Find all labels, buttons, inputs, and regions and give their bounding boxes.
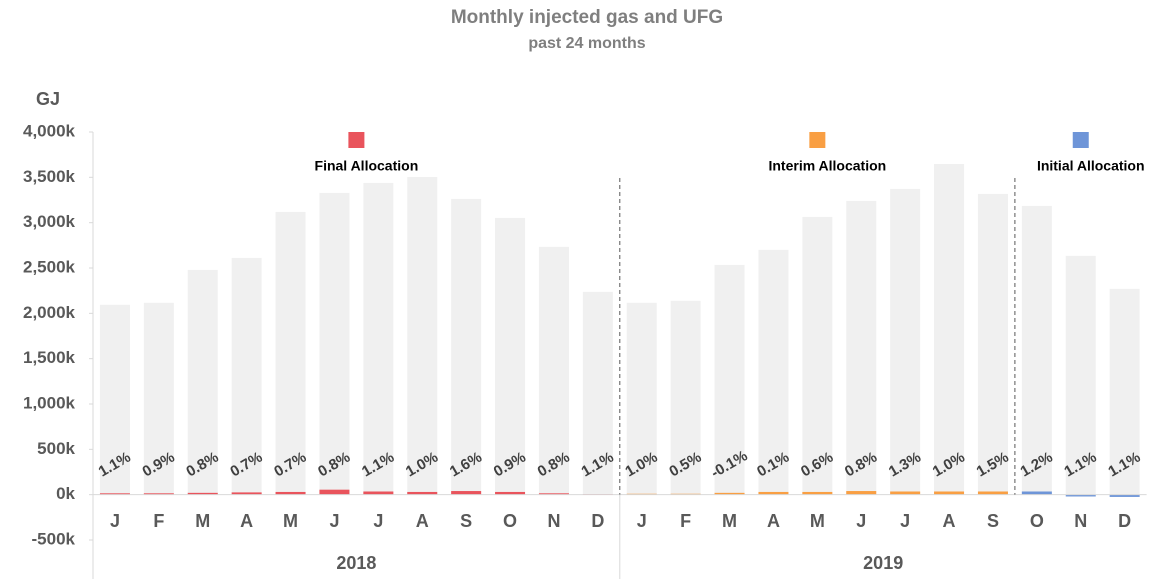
legend-marker bbox=[348, 132, 365, 148]
ufg-bar bbox=[363, 491, 394, 495]
ufg-bar bbox=[187, 492, 218, 495]
x-tick-label: D bbox=[591, 511, 604, 531]
y-tick-label: -500k bbox=[32, 529, 76, 548]
ufg-bar bbox=[407, 491, 438, 495]
injected-bar bbox=[802, 216, 833, 495]
injected-bar bbox=[1065, 255, 1096, 495]
injected-bar bbox=[582, 291, 613, 495]
x-tick-label: M bbox=[810, 511, 825, 531]
x-tick-label: N bbox=[547, 511, 560, 531]
ufg-bar bbox=[714, 492, 745, 495]
x-tick-label: O bbox=[1030, 511, 1044, 531]
x-tick-label: J bbox=[110, 511, 120, 531]
injected-bar bbox=[143, 302, 174, 495]
x-tick-label: A bbox=[240, 511, 253, 531]
legend-label: Interim Allocation bbox=[768, 158, 886, 174]
injected-bar bbox=[1109, 288, 1140, 495]
injected-bar bbox=[714, 264, 745, 495]
x-tick-label: M bbox=[195, 511, 210, 531]
y-axis-label: GJ bbox=[36, 89, 60, 109]
ufg-bar bbox=[99, 493, 130, 495]
injected-bar bbox=[934, 164, 965, 495]
x-tick-label: O bbox=[503, 511, 517, 531]
injected-bar bbox=[670, 300, 701, 495]
ufg-bar bbox=[977, 491, 1008, 495]
x-tick-label: J bbox=[900, 511, 910, 531]
injected-bar bbox=[758, 249, 789, 495]
injected-bar bbox=[977, 193, 1008, 495]
ufg-bar bbox=[802, 491, 833, 495]
x-tick-label: F bbox=[680, 511, 691, 531]
y-tick-label: 500k bbox=[37, 439, 75, 458]
injected-bar bbox=[407, 176, 438, 495]
x-tick-label: A bbox=[416, 511, 429, 531]
legend-label: Initial Allocation bbox=[1037, 158, 1145, 174]
injected-bar bbox=[538, 246, 569, 495]
injected-bar bbox=[890, 188, 921, 495]
x-tick-label: N bbox=[1074, 511, 1087, 531]
ufg-bar bbox=[319, 489, 350, 495]
injected-bar bbox=[1021, 205, 1052, 495]
injected-bar bbox=[187, 269, 218, 495]
ufg-bar bbox=[758, 491, 789, 495]
injected-bar bbox=[495, 217, 526, 495]
x-tick-label: F bbox=[153, 511, 164, 531]
x-tick-label: J bbox=[329, 511, 339, 531]
x-tick-label: D bbox=[1118, 511, 1131, 531]
injected-bar bbox=[363, 182, 394, 495]
x-tick-label: M bbox=[722, 511, 737, 531]
x-tick-label: A bbox=[943, 511, 956, 531]
ufg-bar bbox=[1065, 494, 1096, 497]
ufg-bar bbox=[890, 491, 921, 495]
ufg-bar bbox=[495, 491, 526, 495]
x-group-label: 2019 bbox=[863, 553, 903, 573]
y-tick-label: 4,000k bbox=[23, 121, 76, 140]
ufg-bar bbox=[451, 491, 482, 495]
ufg-bar bbox=[275, 491, 306, 495]
injected-bar bbox=[231, 257, 262, 495]
injected-bar bbox=[846, 200, 877, 495]
ufg-bar bbox=[143, 493, 174, 495]
y-tick-label: 1,500k bbox=[23, 348, 76, 367]
x-tick-label: J bbox=[373, 511, 383, 531]
x-tick-label: S bbox=[460, 511, 472, 531]
legend-marker bbox=[809, 132, 826, 148]
legend-label: Final Allocation bbox=[315, 158, 419, 174]
ufg-bar bbox=[1109, 494, 1140, 497]
x-tick-label: M bbox=[283, 511, 298, 531]
x-tick-label: A bbox=[767, 511, 780, 531]
ufg-bar bbox=[934, 491, 965, 495]
x-group-label: 2018 bbox=[336, 553, 376, 573]
y-tick-label: 2,500k bbox=[23, 257, 76, 276]
ufg-bar bbox=[1021, 491, 1052, 495]
y-tick-label: 1,000k bbox=[23, 393, 76, 412]
x-tick-label: J bbox=[637, 511, 647, 531]
y-tick-label: 2,000k bbox=[23, 303, 76, 322]
ufg-bar bbox=[846, 491, 877, 495]
y-tick-label: 0k bbox=[56, 484, 75, 503]
x-tick-label: J bbox=[856, 511, 866, 531]
x-tick-label: S bbox=[987, 511, 999, 531]
chart-subtitle: past 24 months bbox=[528, 35, 645, 52]
injected-bar bbox=[319, 192, 350, 495]
y-tick-label: 3,500k bbox=[23, 167, 76, 186]
injected-bar bbox=[275, 211, 306, 495]
ufg-bar bbox=[538, 493, 569, 495]
injected-bar bbox=[626, 302, 657, 495]
injected-bar bbox=[99, 304, 130, 495]
legend-marker bbox=[1072, 132, 1089, 148]
ufg-bar bbox=[231, 492, 262, 495]
y-tick-label: 3,000k bbox=[23, 212, 76, 231]
chart-title: Monthly injected gas and UFG bbox=[451, 7, 723, 28]
injected-bar bbox=[451, 198, 482, 495]
